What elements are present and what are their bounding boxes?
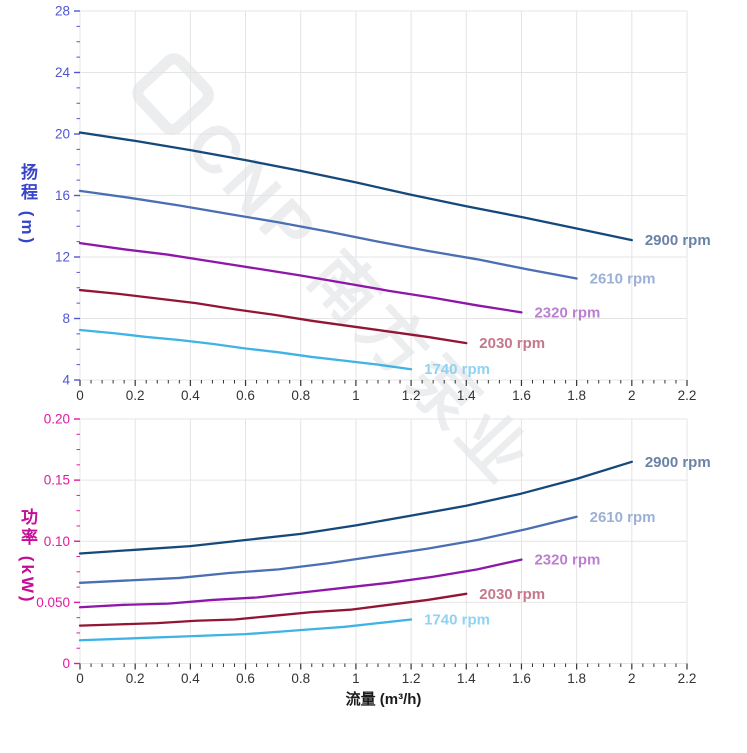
y-tick-label: 0	[62, 656, 70, 671]
power-axis-title: 功率 (kW)	[18, 508, 37, 605]
x-tick-label: 0.4	[181, 671, 200, 686]
x-tick-label: 1.2	[402, 388, 421, 403]
chart-0: 0 0.2 0.4 0.6 0.8 1 1.2 1.4 1.6 1.8 2 2.2 4 8 12 16 20 24…	[55, 4, 711, 404]
curve-label-2610-rpm: 2610 rpm	[590, 271, 656, 288]
x-tick-label: 0.6	[236, 671, 255, 686]
y-tick-label: 28	[55, 4, 70, 19]
y-tick-label: 20	[55, 127, 70, 142]
flow-axis-title: 流量 (m³/h)	[345, 691, 422, 708]
y-tick-label: 16	[55, 188, 70, 203]
curve-label-2610-rpm: 2610 rpm	[590, 509, 656, 526]
chart-1: 0 0.2 0.4 0.6 0.8 1 1.2 1.4 1.6 1.8 2 2.2 0 0.050 0.10…	[36, 412, 710, 687]
x-tick-label: 0	[76, 671, 84, 686]
curve-2320-rpm	[78, 242, 523, 314]
x-tick-label: 1	[352, 671, 360, 686]
curve-2610-rpm	[78, 515, 578, 584]
curve-label-1740-rpm: 1740 rpm	[424, 611, 490, 628]
y-tick-label: 0.20	[44, 412, 70, 427]
y-tick-label: 0.15	[44, 473, 70, 488]
curve-label-2030-rpm: 2030 rpm	[479, 586, 545, 603]
curve-2610-rpm	[78, 189, 578, 280]
curve-1740-rpm	[78, 618, 413, 642]
x-tick-label: 1.8	[567, 671, 586, 686]
x-tick-label: 1.2	[402, 671, 421, 686]
x-tick-label: 1.4	[457, 388, 476, 403]
x-tick-label: 0.4	[181, 388, 200, 403]
y-tick-label: 24	[55, 65, 71, 80]
x-tick-label: 1.4	[457, 671, 476, 686]
x-tick-label: 2	[628, 388, 636, 403]
curve-label-2900-rpm: 2900 rpm	[645, 454, 711, 471]
y-tick-label: 8	[62, 311, 70, 326]
x-tick-label: 0	[76, 388, 84, 403]
curve-2900-rpm	[78, 131, 633, 242]
x-tick-label: 0.2	[126, 671, 145, 686]
x-tick-label: 0.8	[291, 671, 310, 686]
x-tick-label: 0.6	[236, 388, 255, 403]
curve-1740-rpm	[78, 328, 413, 371]
x-tick-label: 2.2	[678, 388, 697, 403]
head-axis-title: 扬程 (m)	[18, 163, 37, 247]
x-tick-label: 1	[352, 388, 360, 403]
y-tick-label: 4	[62, 373, 70, 388]
curve-label-2030-rpm: 2030 rpm	[479, 335, 545, 352]
curve-2320-rpm	[78, 558, 523, 609]
y-tick-label: 12	[55, 250, 70, 265]
curve-label-2320-rpm: 2320 rpm	[534, 304, 600, 321]
curve-label-2900-rpm: 2900 rpm	[645, 232, 711, 249]
y-tick-label: 0.050	[36, 595, 70, 610]
x-tick-label: 1.6	[512, 388, 531, 403]
x-tick-label: 1.8	[567, 388, 586, 403]
x-tick-label: 2.2	[678, 671, 697, 686]
x-tick-label: 1.6	[512, 671, 531, 686]
curve-2900-rpm	[78, 460, 633, 555]
curve-label-1740-rpm: 1740 rpm	[424, 361, 490, 378]
curve-2030-rpm	[78, 288, 468, 345]
curve-label-2320-rpm: 2320 rpm	[534, 552, 600, 569]
x-tick-label: 0.8	[291, 388, 310, 403]
x-tick-label: 2	[628, 671, 636, 686]
curve-2030-rpm	[78, 592, 468, 627]
x-tick-label: 0.2	[126, 388, 145, 403]
y-tick-label: 0.10	[44, 534, 70, 549]
